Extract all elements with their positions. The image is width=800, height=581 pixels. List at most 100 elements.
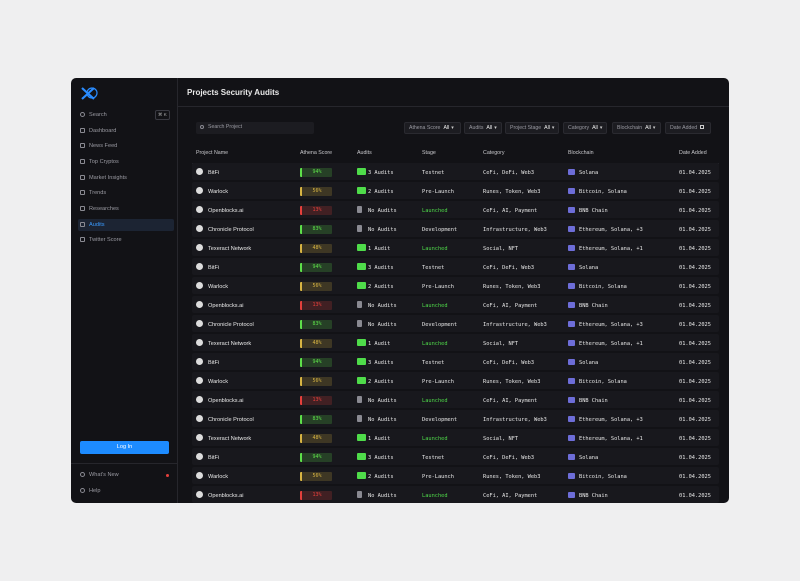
filter[interactable]: Date Added [665, 122, 711, 134]
chain-icon [568, 321, 575, 327]
date-added: 01.04.2025 [679, 265, 711, 271]
row-bg [192, 277, 719, 294]
stage: Launched [422, 341, 448, 347]
divider [178, 106, 729, 107]
project-name: Texeract Network [208, 341, 252, 347]
nav-item[interactable]: Top Cryptos [89, 159, 119, 165]
chain-icon [568, 435, 575, 441]
filter[interactable]: Athena Score All ▾ [404, 122, 461, 134]
shortcut: ⌘ K [155, 110, 170, 120]
audit-icon [357, 358, 366, 365]
audit-icon [357, 263, 366, 270]
blockchain: BNB Chain [579, 493, 608, 499]
row-bg [192, 334, 719, 351]
blockchain: Bitcoin, Solana [579, 189, 627, 195]
date-added: 01.04.2025 [679, 227, 711, 233]
date-added: 01.04.2025 [679, 284, 711, 290]
footer-item[interactable]: What's New [89, 472, 119, 478]
project-name: BitFi [208, 265, 220, 271]
chain-icon [568, 454, 575, 460]
row-bg [192, 429, 719, 446]
nav-item[interactable]: Audits [89, 222, 105, 228]
project-name: BitFi [208, 170, 220, 176]
category: CeFi, DeFi, Web3 [483, 170, 535, 176]
chevron: ▾ [652, 125, 656, 131]
filter[interactable]: Audits All ▾ [464, 122, 502, 134]
logo [81, 87, 98, 100]
category: Infrastructure, Web3 [483, 227, 547, 233]
nav-item[interactable]: Trends [89, 190, 107, 196]
login-button[interactable]: Log In [80, 441, 169, 454]
chevron: ▾ [551, 125, 555, 131]
filter-label: Blockchain [617, 125, 643, 131]
date-added: 01.04.2025 [679, 322, 711, 328]
audits: No Audits [368, 208, 397, 214]
category: Infrastructure, Web3 [483, 322, 547, 328]
row-bg [192, 448, 719, 465]
score-badge: 13% [300, 396, 332, 405]
nav-item[interactable]: Market Insights [89, 175, 127, 181]
chain-icon [568, 245, 575, 251]
score-badge: 13% [300, 206, 332, 215]
date-added: 01.04.2025 [679, 360, 711, 366]
audits: No Audits [368, 398, 397, 404]
audit-icon [357, 491, 362, 498]
row-bg [192, 410, 719, 427]
audits: No Audits [368, 303, 397, 309]
chain-icon [568, 283, 575, 289]
audit-icon [357, 415, 362, 422]
blockchain: BNB Chain [579, 398, 608, 404]
nav-item[interactable]: Twitter Score [89, 237, 122, 243]
project-name: Chronicle Protocol [208, 227, 254, 233]
blockchain: Bitcoin, Solana [579, 474, 627, 480]
filter[interactable]: Blockchain All ▾ [612, 122, 661, 134]
search-input[interactable]: Search Project [196, 122, 314, 134]
search[interactable]: Search [89, 112, 107, 118]
blockchain: Ethereum, Solana, +1 [579, 436, 643, 442]
filter-value: All [486, 125, 493, 131]
row-bg [192, 163, 719, 180]
nav-item[interactable]: Dashboard [89, 128, 117, 134]
audits: No Audits [368, 417, 397, 423]
score-badge: 94% [300, 263, 332, 272]
project-name: Openblocks.ai [208, 398, 244, 404]
audit-icon [357, 377, 366, 384]
audit-icon [357, 453, 366, 460]
score-badge: 94% [300, 358, 332, 367]
chain-icon [568, 169, 575, 175]
project-icon [196, 282, 203, 289]
project-name: Chronicle Protocol [208, 322, 254, 328]
audits: 2 Audits [368, 284, 394, 290]
column-header: Audits [357, 150, 372, 156]
audit-icon [357, 434, 366, 441]
category: Social, NFT [483, 341, 519, 347]
stage: Pre-Launch [422, 284, 454, 290]
audit-icon [357, 225, 362, 232]
new-dot [166, 474, 169, 477]
row-bg [192, 467, 719, 484]
stage: Testnet [422, 360, 445, 366]
category: CeFi, DeFi, Web3 [483, 360, 535, 366]
blockchain: Ethereum, Solana, +1 [579, 341, 643, 347]
filter[interactable]: Category All ▾ [563, 122, 607, 134]
project-icon [196, 187, 203, 194]
nav-item[interactable]: News Feed [89, 143, 118, 149]
stage: Pre-Launch [422, 189, 454, 195]
project-icon [196, 358, 203, 365]
filter[interactable]: Project Stage All ▾ [505, 122, 559, 134]
search-icon [200, 125, 204, 129]
project-icon [196, 244, 203, 251]
date-added: 01.04.2025 [679, 474, 711, 480]
nav-icon [80, 175, 85, 180]
row-bg [192, 258, 719, 275]
audit-icon [357, 320, 362, 327]
chain-icon [568, 340, 575, 346]
nav-item[interactable]: Researches [89, 206, 119, 212]
row-bg [192, 353, 719, 370]
category: Runes, Token, Web3 [483, 474, 541, 480]
score-badge: 13% [300, 301, 332, 310]
row-bg [192, 220, 719, 237]
footer-item[interactable]: Help [89, 488, 101, 494]
nav-icon [80, 159, 85, 164]
chain-icon [568, 264, 575, 270]
